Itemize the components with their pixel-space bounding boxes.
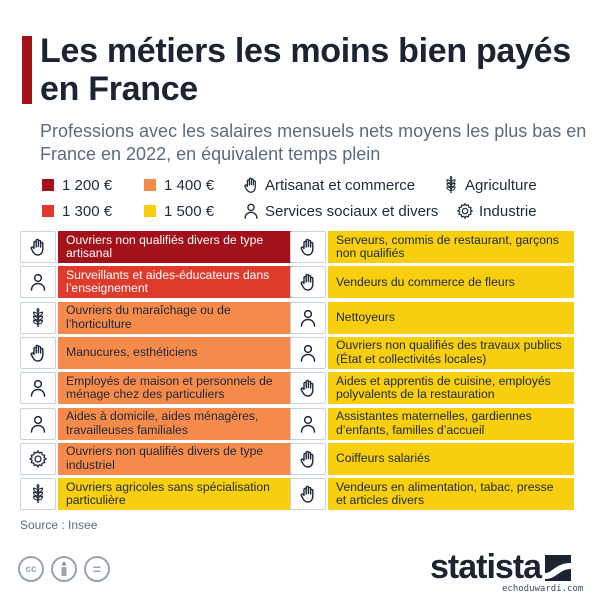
page-subtitle: Professions avec les salaires mensuels n… [40,121,587,164]
legend-salary-1400: 1 400 € [144,174,214,196]
profession-label: Ouvriers non qualifiés des travaux publi… [328,336,574,369]
swatch-1300 [42,205,54,217]
person-icon [20,407,56,440]
person-icon [20,266,56,299]
gear-icon [20,442,56,475]
attribution-icon[interactable] [51,556,77,582]
wheat-icon [442,175,460,194]
legend-label: Artisanat et commerce [265,176,416,194]
legend-label: 1 200 € [62,176,113,194]
profession-label: Vendeurs en alimentation, tabac, presse … [328,478,574,511]
legend-label: Agriculture [465,176,537,194]
person-icon [290,301,326,334]
profession-label: Serveurs, commis de restaurant, garçons … [328,231,574,263]
swatch-1400 [144,179,156,191]
legend-category-artisanat: Artisanat et commerce [242,174,415,196]
hand-icon [20,336,56,369]
wheat-icon [20,301,56,334]
person-icon [20,372,56,405]
swatch-1500 [144,205,156,217]
profession-label: Ouvriers non qualifiés divers de type ar… [58,231,304,263]
legend: 1 200 € 1 300 € 1 400 € 1 500 € Artisana… [42,174,582,226]
no-derivatives-icon[interactable]: = [84,556,110,582]
profession-label: Manucures, esthéticiens [58,336,304,369]
hand-icon [20,231,56,263]
legend-category-industrie: Industrie [456,200,537,222]
hand-icon [290,478,326,511]
profession-label: Vendeurs du commerce de fleurs [328,266,574,299]
page-title: Les métiers les moins bien payés en Fran… [40,32,571,108]
profession-label: Coiffeurs salariés [328,442,574,475]
hand-icon [290,266,326,299]
title-accent-bar [22,36,32,104]
person-icon [290,336,326,369]
legend-label: Industrie [479,202,537,220]
legend-label: 1 400 € [164,176,215,194]
watermark: echoduwardi.com [502,584,584,594]
hand-icon [242,176,260,194]
cc-icon[interactable]: cc [18,556,44,582]
profession-label: Aides et apprentis de cuisine, employés … [328,372,574,405]
gear-icon [456,202,474,220]
hand-icon [290,372,326,405]
logo-mark-icon [545,554,572,581]
person-icon [290,407,326,440]
profession-label: Surveillants et aides-éducateurs dans l’… [58,266,304,299]
profession-label: Ouvriers non qualifiés divers de type in… [58,442,304,475]
wheat-icon [20,478,56,511]
profession-label: Ouvriers agricoles sans spécialisation p… [58,478,304,511]
swatch-1200 [42,179,54,191]
legend-label: Services sociaux et divers [265,202,439,220]
hand-icon [290,231,326,263]
source-note: Source : Insee [20,518,98,532]
person-icon [242,202,260,220]
profession-label: Ouvriers du maraîchage ou de l’horticult… [58,301,304,334]
legend-category-services: Services sociaux et divers [242,200,438,222]
profession-label: Employés de maison et personnels de ména… [58,372,304,405]
profession-label: Nettoyeurs [328,301,574,334]
license-icons: cc = [18,556,110,582]
legend-salary-1300: 1 300 € [42,200,112,222]
legend-category-agriculture: Agriculture [442,174,537,196]
legend-salary-1200: 1 200 € [42,174,112,196]
profession-label: Assistantes maternelles, gardiennes d’en… [328,407,574,440]
profession-label: Aides à domicile, aides ménagères, trava… [58,407,304,440]
statista-logo[interactable]: statista [430,548,572,587]
hand-icon [290,442,326,475]
legend-label: 1 500 € [164,202,215,220]
logo-text: statista [430,548,542,586]
legend-label: 1 300 € [62,202,113,220]
legend-salary-1500: 1 500 € [144,200,214,222]
